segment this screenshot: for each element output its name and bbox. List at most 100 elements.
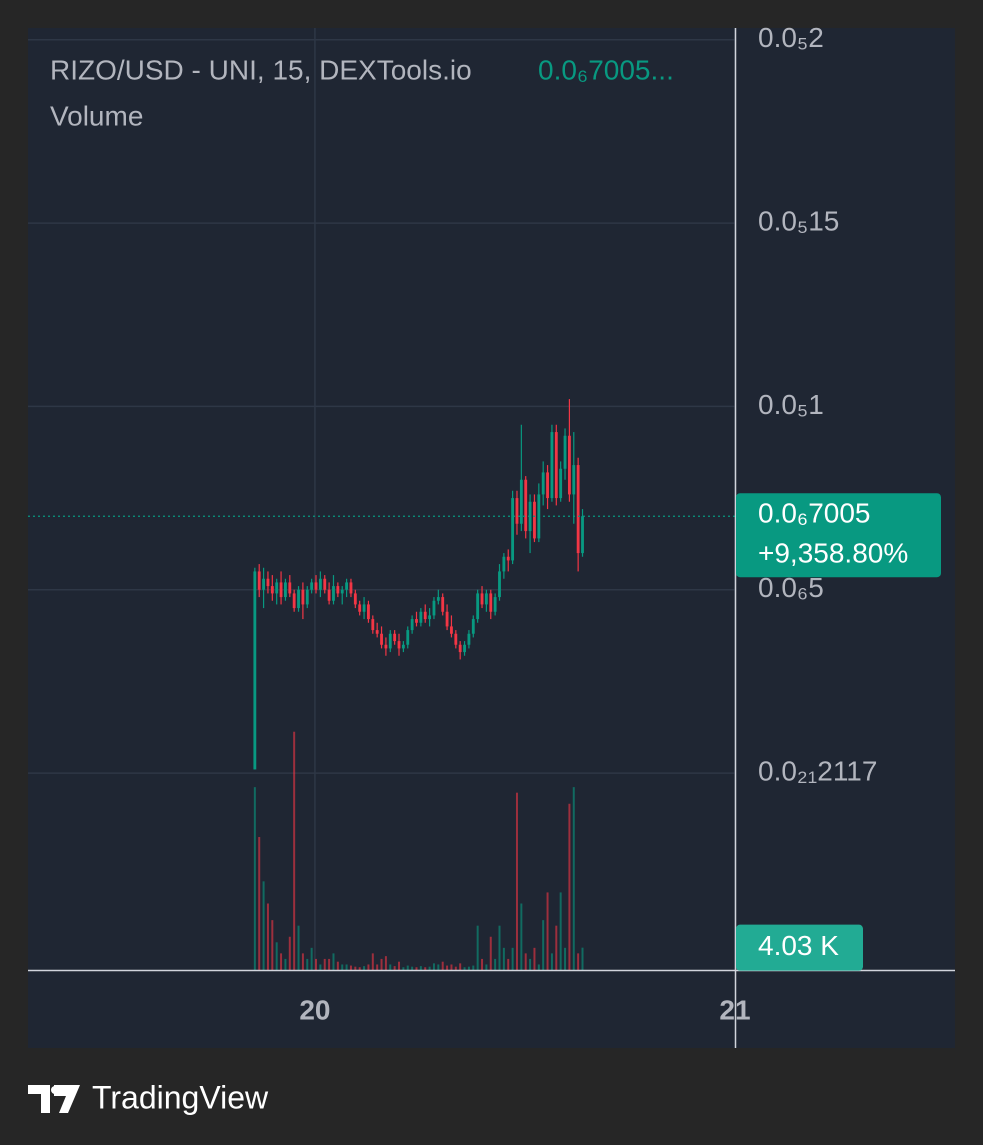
volume-bar — [275, 942, 278, 970]
candle-body — [428, 615, 432, 620]
candle-body — [367, 604, 370, 620]
candle-body — [441, 597, 445, 612]
volume-bar — [463, 967, 466, 970]
candle-body — [511, 498, 515, 561]
volume-bar — [367, 964, 370, 970]
x-tick-label: 20 — [299, 994, 330, 1025]
candle-body — [493, 597, 497, 612]
candle-body — [546, 472, 549, 499]
candle-body — [292, 593, 296, 609]
volume-bar — [555, 925, 558, 970]
volume-bar — [524, 953, 527, 970]
volume-bar — [472, 965, 475, 970]
volume-bar — [293, 731, 296, 970]
candle-body — [576, 465, 580, 554]
candle-body — [554, 432, 558, 499]
volume-label-box — [736, 924, 863, 971]
candle-body — [393, 633, 397, 642]
volume-bar — [515, 792, 518, 970]
candle-body — [262, 578, 266, 590]
volume-bar — [432, 963, 435, 970]
candle-body — [463, 644, 466, 653]
volume-bar — [328, 958, 331, 970]
volume-bar — [546, 892, 549, 970]
volume-bar — [411, 966, 414, 970]
volume-bar — [297, 925, 300, 970]
candle-body — [253, 571, 257, 770]
volume-bar — [323, 958, 326, 970]
candle-body — [353, 593, 357, 605]
candle-body — [375, 630, 379, 634]
volume-bar — [380, 958, 383, 970]
volume-bar — [262, 881, 265, 970]
candle-body — [445, 611, 449, 627]
candle-body — [450, 626, 453, 634]
y-tick-label: 0.0₆5 — [758, 572, 824, 603]
last-price-label: 0.0₆7005 — [758, 498, 871, 529]
logo-dot — [51, 1086, 59, 1094]
candle-body — [397, 641, 401, 649]
volume-bar — [319, 964, 322, 970]
candle-body — [454, 633, 458, 645]
volume-bar — [341, 964, 344, 970]
candle-body — [419, 611, 423, 623]
candle-body — [358, 604, 362, 612]
x-tick-label: 21 — [719, 994, 750, 1025]
candle-body — [436, 597, 440, 601]
volume-bar — [419, 966, 422, 970]
change-label: +9,358.80% — [758, 538, 908, 569]
volume-bar — [559, 892, 562, 970]
volume-bar — [520, 903, 523, 970]
volume-pane — [253, 731, 584, 970]
y-tick-label: 0.0₅15 — [758, 205, 839, 236]
volume-bar — [349, 965, 352, 970]
volume-bar — [363, 966, 366, 970]
candle-body — [314, 582, 318, 590]
volume-bar — [402, 967, 405, 970]
volume-bar — [437, 964, 440, 970]
candle-body — [362, 604, 366, 612]
candle-body — [458, 644, 462, 653]
candle-body — [345, 582, 349, 590]
volume-bar — [271, 920, 274, 970]
volume-bar — [581, 947, 584, 970]
candle-body — [388, 633, 392, 649]
volume-bar — [280, 953, 283, 970]
candle-body — [415, 619, 418, 623]
tradingview-logo — [28, 1085, 80, 1113]
volume-title: Volume — [50, 100, 143, 131]
candle-body — [301, 589, 305, 605]
candle-body — [581, 516, 584, 554]
volume-bar — [389, 964, 392, 970]
volume-bar — [306, 958, 309, 970]
candle-body — [524, 479, 528, 532]
candle-body — [323, 578, 327, 590]
chart-title: RIZO/USD - UNI, 15, DEXTools.io — [50, 54, 472, 85]
volume-bar — [529, 958, 532, 970]
candle-body — [284, 582, 287, 598]
volume-bar — [376, 964, 379, 970]
candle-body — [563, 435, 567, 469]
candle-body — [380, 633, 383, 645]
legend-price: 0.0₆7005... — [538, 54, 674, 85]
candle-body — [432, 600, 436, 616]
volume-bar — [454, 966, 457, 970]
candle-body — [572, 465, 576, 495]
candle-body — [480, 593, 484, 605]
candle-body — [484, 593, 488, 605]
volume-bar — [310, 947, 313, 970]
volume-bar — [284, 958, 287, 970]
candle-body — [332, 586, 335, 601]
candle-body — [257, 571, 261, 590]
candle-body — [476, 593, 480, 620]
volume-bar — [489, 936, 492, 970]
volume-bar — [384, 956, 387, 970]
candle-body — [559, 468, 563, 499]
candle-body — [502, 556, 506, 572]
candle-body — [279, 582, 283, 598]
candle-body — [266, 578, 270, 587]
volume-bar — [336, 961, 339, 970]
volume-bar — [542, 920, 545, 970]
candle-body — [288, 582, 292, 594]
